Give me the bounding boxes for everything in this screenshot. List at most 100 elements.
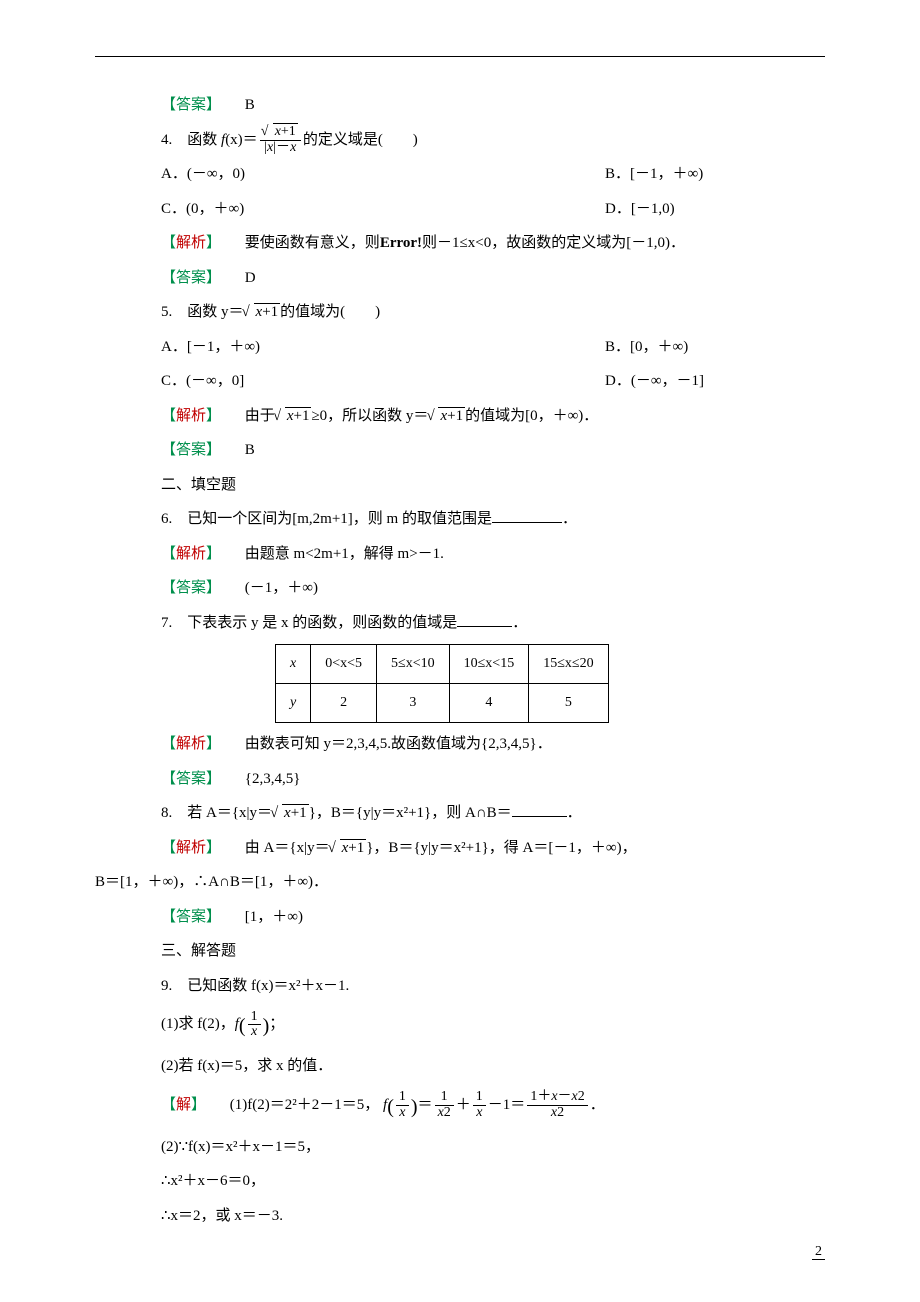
q4-optD: D．[－1,0) (605, 192, 785, 227)
q8-sqrt: x+1 (272, 796, 309, 831)
q9-sol2b: ∴x²＋x－6＝0， (95, 1164, 825, 1199)
q5-answer: 【答案】 B (95, 433, 825, 468)
table-row: y 2 3 4 5 (276, 684, 609, 723)
q9-p1-pre: (1)求 f(2)， (161, 1016, 235, 1032)
content: 【答案】 B 4. 函数 f(x)＝x+1|x|－x的定义域是( ) A．(－∞… (95, 88, 825, 1233)
cell: 4 (449, 684, 529, 723)
q9-sol2a: (2)∵f(x)＝x²＋x－1＝5， (95, 1130, 825, 1165)
q5-optA: A．[－1，＋∞) (161, 330, 260, 365)
cell: 15≤x≤20 (529, 645, 608, 684)
bracket-close: 】 (206, 97, 221, 113)
cell: 0<x<5 (311, 645, 377, 684)
q4-stem: 4. 函数 f(x)＝x+1|x|－x的定义域是( ) (95, 123, 825, 158)
q9-stem: 9. 已知函数 f(x)＝x²＋x－1. (95, 969, 825, 1004)
q8-line2: B＝[1，＋∞)，∴A∩B＝[1，＋∞)． (95, 865, 825, 900)
section-3: 三、解答题 (95, 934, 825, 969)
q9-t2: 1x (471, 1090, 488, 1120)
q4-explain: 【解析】 要使函数有意义，则Error!则－1≤x<0，故函数的定义域为[－1,… (95, 226, 825, 261)
cell: 3 (377, 684, 450, 723)
q4-stem-pre: 4. 函数 (161, 132, 221, 148)
q9-frac2: 1x (394, 1090, 411, 1120)
cell: x (276, 645, 311, 684)
answer-label: 答案 (176, 97, 206, 113)
q4-answer: 【答案】 D (95, 261, 825, 296)
q8-stem: 8. 若 A＝{x|y＝x+1}，B＝{y|y＝x²+1}，则 A∩B＝． (95, 796, 825, 831)
q7-answer-value: {2,3,4,5} (245, 771, 301, 787)
q8-answer-value: [1，＋∞) (245, 909, 303, 925)
q9-sol2c: ∴x＝2，或 x＝－3. (95, 1199, 825, 1234)
q4-frac: x+1|x|－x (258, 125, 303, 155)
bracket-open: 【 (161, 97, 176, 113)
q9-sol1: 【解】 (1)f(2)＝2²＋2－1＝5， f(1x)＝1x2＋1x－1＝1＋x… (95, 1084, 825, 1130)
q4-stem-post: 的定义域是( ) (303, 132, 418, 148)
table-row: x 0<x<5 5≤x<10 10≤x<15 15≤x≤20 (276, 645, 609, 684)
q4-optA: A．(－∞，0) (161, 157, 245, 192)
cell: y (276, 684, 311, 723)
q6-text: 6. 已知一个区间为[m,2m+1]，则 m 的取值范围是 (161, 511, 492, 527)
cell: 5≤x<10 (377, 645, 450, 684)
q5-exp-pre: 由于 (245, 408, 275, 424)
q9-t1: 1x2 (433, 1090, 456, 1120)
cell: 5 (529, 684, 608, 723)
q4-eq: (x)＝ (225, 132, 258, 148)
q5-optD: D．(－∞，－1] (605, 364, 785, 399)
q5-row-cd: C．(－∞，0] D．(－∞，－1] (95, 364, 825, 399)
q7-exp-text: 由数表可知 y＝2,3,4,5.故函数值域为{2,3,4,5}． (245, 736, 552, 752)
q4-row-ab: A．(－∞，0) B．[－1，＋∞) (95, 157, 825, 192)
q4-exp-text: 要使函数有意义，则 (245, 235, 380, 251)
solve-label: 解 (176, 1097, 191, 1113)
q6-answer: 【答案】 (－1，＋∞) (95, 571, 825, 606)
q4-optB: B．[－1，＋∞) (605, 157, 785, 192)
q5-stem: 5. 函数 y＝x+1的值域为( ) (95, 295, 825, 330)
q5-explain: 【解析】 由于x+1≥0，所以函数 y＝x+1的值域为[0，＋∞)． (95, 399, 825, 434)
q7-answer: 【答案】 {2,3,4,5} (95, 762, 825, 797)
q9-frac1: 1x (246, 1010, 263, 1040)
q3-answer: 【答案】 B (95, 88, 825, 123)
q3-answer-value: B (245, 97, 255, 113)
q5-sqrt3: x+1 (428, 399, 465, 434)
q7-text: 7. 下表表示 y 是 x 的函数，则函数的值域是 (161, 615, 457, 631)
blank (492, 507, 562, 523)
q7-explain: 【解析】 由数表可知 y＝2,3,4,5.故函数值域为{2,3,4,5}． (95, 727, 825, 762)
q8-explain: 【解析】 由 A＝{x|y＝x+1}，B＝{y|y＝x²+1}，得 A＝[－1，… (95, 831, 825, 866)
q5-sqrt: x+1 (244, 295, 281, 330)
q5-sqrt2: x+1 (275, 399, 312, 434)
q9-t3: 1＋x－x2x2 (525, 1090, 589, 1120)
q5-optB: B．[0，＋∞) (605, 330, 785, 365)
cell: 2 (311, 684, 377, 723)
explain-label: 解析 (176, 235, 206, 251)
q6-explain: 【解析】 由题意 m<2m+1，解得 m>－1. (95, 537, 825, 572)
q8-answer: 【答案】 [1，＋∞) (95, 900, 825, 935)
q5-row-ab: A．[－1，＋∞) B．[0，＋∞) (95, 330, 825, 365)
q4-optC: C．(0，＋∞) (161, 192, 244, 227)
q9-part1: (1)求 f(2)，f(1x)； (95, 1003, 825, 1049)
page-number: 2 (812, 1236, 825, 1268)
blank (457, 611, 512, 627)
q6-stem: 6. 已知一个区间为[m,2m+1]，则 m 的取值范围是． (95, 502, 825, 537)
q8-pre: 8. 若 A＝{x|y＝ (161, 805, 272, 821)
page: 【答案】 B 4. 函数 f(x)＝x+1|x|－x的定义域是( ) A．(－∞… (0, 0, 920, 1302)
q7-table: x 0<x<5 5≤x<10 10≤x<15 15≤x≤20 y 2 3 4 5 (275, 644, 609, 723)
q9-sol1-pre: (1)f(2)＝2²＋2－1＝5， (230, 1097, 379, 1113)
q4-answer-value: D (245, 270, 256, 286)
q9-part2: (2)若 f(x)＝5，求 x 的值． (95, 1049, 825, 1084)
q8-mid: }，B＝{y|y＝x²+1}，则 A∩B＝ (309, 805, 512, 821)
q9-p1-post: ； (269, 1016, 284, 1032)
q4-error: Error! (380, 235, 422, 251)
q6-answer-value: (－1，＋∞) (245, 580, 318, 596)
cell: 10≤x<15 (449, 645, 529, 684)
q4-row-cd: C．(0，＋∞) D．[－1,0) (95, 192, 825, 227)
q7-stem: 7. 下表表示 y 是 x 的函数，则函数的值域是． (95, 606, 825, 641)
q8-sqrt2: x+1 (330, 831, 367, 866)
q8-exp-mid: }，B＝{y|y＝x²+1}，得 A＝[－1，＋∞)， (366, 840, 636, 856)
q5-optC: C．(－∞，0] (161, 364, 244, 399)
q4-exp2: 则－1≤x<0，故函数的定义域为[－1,0)． (422, 235, 685, 251)
q8-exp-pre: 由 A＝{x|y＝ (245, 840, 330, 856)
q5-exp-mid: ≥0，所以函数 y＝ (311, 408, 428, 424)
q6-exp-text: 由题意 m<2m+1，解得 m>－1. (245, 546, 444, 562)
blank (512, 801, 567, 817)
q5-exp-post: 的值域为[0，＋∞)． (465, 408, 598, 424)
q5-answer-value: B (245, 442, 255, 458)
top-rule (95, 56, 825, 57)
section-2: 二、填空题 (95, 468, 825, 503)
